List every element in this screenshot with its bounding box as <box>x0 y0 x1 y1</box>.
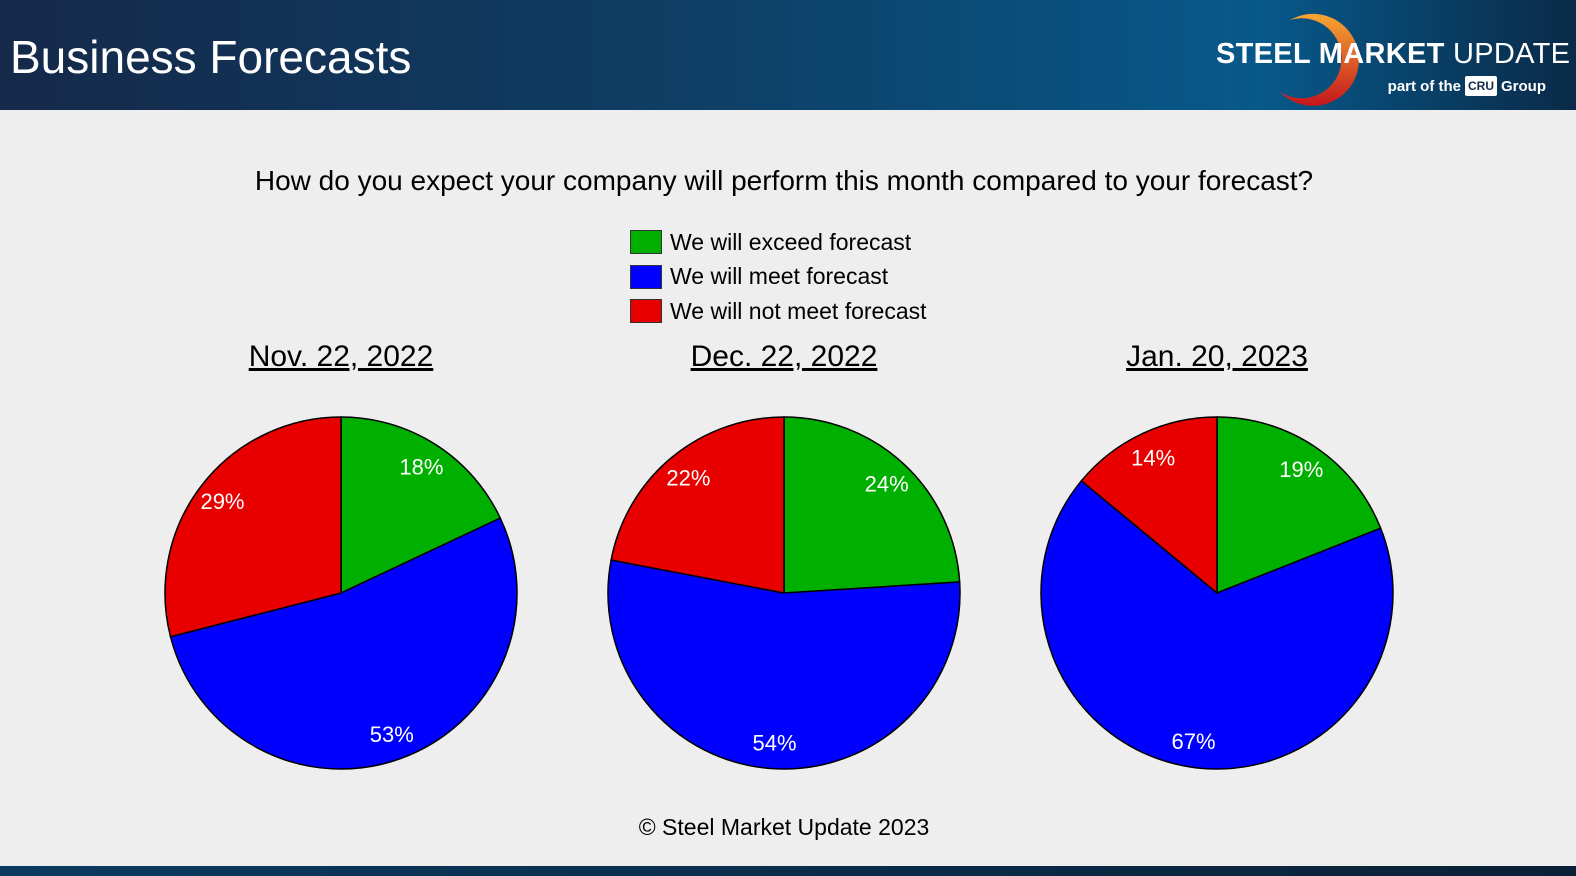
data-label-meet: 53% <box>370 722 414 747</box>
legend-item-not-meet: We will not meet forecast <box>630 294 927 329</box>
pie-slice-exceed <box>1216 416 1382 595</box>
pie-slice-exceed <box>783 416 961 594</box>
legend-label: We will not meet forecast <box>670 297 927 324</box>
data-label-exceed: 19% <box>1279 457 1323 482</box>
legend-item-meet: We will meet forecast <box>630 260 927 295</box>
pie-slice-meet <box>607 559 961 770</box>
pie-slice-meet <box>1040 479 1394 770</box>
data-label-meet: 67% <box>1172 729 1216 754</box>
data-label-not-meet: 14% <box>1131 445 1175 470</box>
steel-market-update-logo: STEEL MARKET UPDATE part of the CRU Grou… <box>1210 6 1570 106</box>
data-label-exceed: 18% <box>399 454 443 479</box>
pie-slice-not-meet <box>610 416 785 594</box>
pie-slice-exceed <box>340 416 502 595</box>
pie-slice-not-meet <box>164 416 342 638</box>
data-label-meet: 54% <box>753 731 797 756</box>
legend-swatch <box>630 230 662 255</box>
pie-slice-meet <box>169 517 518 770</box>
logo-crescent-icon <box>1280 13 1359 106</box>
legend-label: We will meet forecast <box>670 263 889 290</box>
page-title: Business Forecasts <box>10 31 412 83</box>
chart-title: How do you expect your company will perf… <box>254 165 1314 196</box>
pie-title-jan: Jan. 20, 2023 <box>1126 340 1308 373</box>
legend: We will exceed forecast We will meet for… <box>630 225 927 329</box>
logo-subtext: part of the CRU Group <box>1387 76 1546 96</box>
copyright: © Steel Market Update 2023 <box>638 814 930 840</box>
header-bar: Business Forecasts STEEL MARKET UPDATE p… <box>0 0 1576 110</box>
legend-swatch <box>630 264 662 289</box>
logo-text: STEEL MARKET UPDATE <box>1216 38 1571 70</box>
data-label-exceed: 24% <box>865 472 909 497</box>
legend-label: We will exceed forecast <box>670 228 912 255</box>
legend-item-exceed: We will exceed forecast <box>630 225 927 260</box>
pie-title-nov: Nov. 22, 2022 <box>248 340 434 373</box>
legend-swatch <box>630 299 662 324</box>
footer-bar <box>0 866 1576 876</box>
pie-title-dec: Dec. 22, 2022 <box>690 340 878 373</box>
data-label-not-meet: 29% <box>200 489 244 514</box>
pie-slice-not-meet <box>1080 416 1218 595</box>
data-label-not-meet: 22% <box>666 465 710 490</box>
